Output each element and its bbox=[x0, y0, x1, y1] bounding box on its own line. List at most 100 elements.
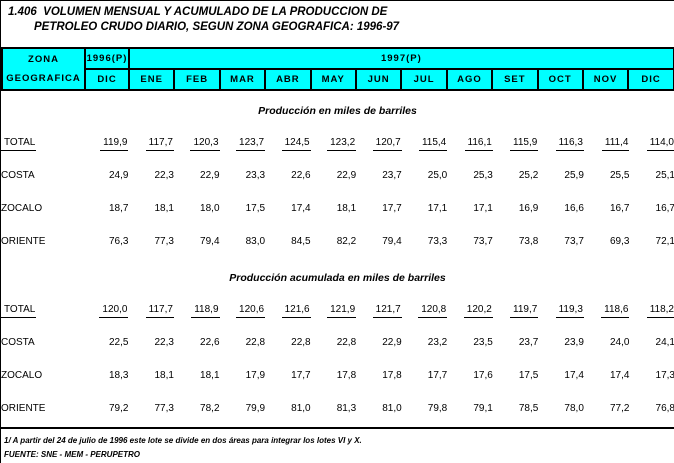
value: 22,9 bbox=[336, 170, 357, 181]
value: 81,0 bbox=[382, 403, 402, 414]
source-note: FUENTE: SNE - MEM - PERUPETRO bbox=[4, 450, 141, 459]
row-label: ORIENTE bbox=[1, 236, 46, 247]
value-cell: 81,0 bbox=[356, 392, 402, 425]
table-row: COSTA 24,9 22,3 22,9 23,3 22,6 22,9 23,7 25,0 25,… bbox=[1, 159, 674, 192]
value-cell: 84,5 bbox=[265, 225, 310, 258]
value: 115,4 bbox=[418, 137, 448, 151]
value-cell: 18,1 bbox=[174, 359, 220, 392]
value: 121,7 bbox=[372, 304, 402, 318]
value-cell: 79,8 bbox=[402, 392, 448, 425]
month-header-dic: DIC bbox=[627, 68, 674, 91]
value: 77,2 bbox=[609, 403, 630, 414]
value-cell: 22,8 bbox=[265, 326, 310, 359]
value-cell: 17,5 bbox=[493, 359, 539, 392]
row-label: TOTAL bbox=[1, 137, 37, 151]
value-cell: 119,7 bbox=[493, 293, 539, 326]
value-cell: 16,6 bbox=[538, 192, 584, 225]
value: 119,3 bbox=[555, 304, 584, 318]
value: 18,0 bbox=[200, 203, 220, 214]
value-cell: 22,6 bbox=[174, 326, 219, 359]
value: 117,7 bbox=[145, 304, 174, 318]
value-cell: 22,3 bbox=[128, 326, 174, 359]
value: 114,0 bbox=[646, 137, 674, 151]
value-cell: 25,1 bbox=[629, 159, 674, 192]
value: 22,9 bbox=[382, 337, 402, 348]
value-cell: 73,7 bbox=[447, 225, 492, 258]
value: 17,7 bbox=[382, 203, 402, 214]
value: 17,7 bbox=[291, 370, 311, 381]
value-cell: 22,3 bbox=[128, 159, 174, 192]
value: 69,3 bbox=[609, 236, 630, 247]
value: 77,3 bbox=[154, 403, 174, 414]
value-cell: 16,7 bbox=[629, 192, 674, 225]
value-cell: 78,2 bbox=[174, 392, 219, 425]
value-cell: 118,2 bbox=[629, 293, 674, 326]
value-cell: 24,9 bbox=[84, 159, 128, 192]
value: 17,5 bbox=[518, 370, 539, 381]
value-cell: 120,2 bbox=[447, 293, 493, 326]
value: 76,3 bbox=[108, 236, 129, 247]
value: 79,4 bbox=[382, 236, 402, 247]
value: 116,1 bbox=[464, 137, 493, 151]
value-cell: 17,1 bbox=[402, 192, 447, 225]
value: 18,1 bbox=[336, 203, 357, 214]
value: 120,3 bbox=[190, 137, 220, 151]
row-label-cell: COSTA bbox=[1, 326, 84, 359]
value: 18,1 bbox=[200, 370, 220, 381]
value: 18,1 bbox=[154, 370, 174, 381]
month-header-ene: ENE bbox=[127, 68, 176, 91]
value-cell: 25,0 bbox=[402, 159, 447, 192]
row-label-cell: TOTAL bbox=[1, 126, 84, 159]
value-cell: 78,5 bbox=[493, 392, 538, 425]
value: 23,9 bbox=[564, 337, 584, 348]
value: 79,8 bbox=[427, 403, 448, 414]
value: 120,6 bbox=[236, 304, 266, 318]
value-cell: 18,1 bbox=[311, 192, 357, 225]
zone-header-line1: ZONA bbox=[28, 54, 59, 65]
value-cell: 111,4 bbox=[584, 126, 630, 159]
value-cell: 120,0 bbox=[84, 293, 129, 326]
value-cell: 17,8 bbox=[356, 359, 402, 392]
value-cell: 23,2 bbox=[402, 326, 447, 359]
value: 17,6 bbox=[473, 370, 493, 381]
title-line-2: PETROLEO CRUDO DIARIO, SEGUN ZONA GEOGRA… bbox=[34, 21, 400, 33]
value-cell: 79,4 bbox=[174, 225, 219, 258]
value: 25,9 bbox=[564, 170, 584, 181]
month-header-jun: JUN bbox=[354, 68, 403, 91]
value-cell: 17,7 bbox=[265, 359, 311, 392]
value-cell: 115,4 bbox=[402, 126, 448, 159]
value: 82,2 bbox=[336, 236, 357, 247]
value-cell: 17,4 bbox=[538, 359, 584, 392]
value: 17,8 bbox=[382, 370, 402, 381]
value: 17,7 bbox=[427, 370, 448, 381]
value: 79,2 bbox=[108, 403, 129, 414]
value: 18,1 bbox=[154, 203, 174, 214]
month-header-set: SET bbox=[491, 68, 539, 91]
value: 124,5 bbox=[281, 137, 311, 151]
value: 81,0 bbox=[291, 403, 311, 414]
value-cell: 79,9 bbox=[220, 392, 265, 425]
value: 73,8 bbox=[518, 236, 539, 247]
data-table: TOTAL 120,0 117,7 118,9 120,6 121,6 121,9 121,7… bbox=[1, 293, 674, 425]
value: 77,3 bbox=[154, 236, 174, 247]
value-cell: 81,3 bbox=[311, 392, 356, 425]
value: 17,4 bbox=[564, 370, 584, 381]
value: 120,7 bbox=[372, 137, 402, 151]
value: 25,3 bbox=[473, 170, 493, 181]
month-header-may: MAY bbox=[309, 68, 357, 91]
row-label: COSTA bbox=[1, 170, 35, 181]
value: 22,3 bbox=[154, 170, 174, 181]
month-header-feb: FEB bbox=[173, 68, 221, 91]
value-cell: 119,3 bbox=[538, 293, 584, 326]
zone-header-cell: ZONA GEOGRAFICA bbox=[1, 47, 86, 91]
value: 123,7 bbox=[236, 137, 266, 151]
value-cell: 79,4 bbox=[356, 225, 402, 258]
data-sections: Producción en miles de barriles TOTAL 119… bbox=[1, 105, 674, 425]
value-cell: 123,7 bbox=[220, 126, 266, 159]
value: 23,5 bbox=[473, 337, 493, 348]
value-cell: 83,0 bbox=[220, 225, 266, 258]
value: 83,0 bbox=[245, 236, 266, 247]
value: 118,2 bbox=[646, 304, 674, 318]
value: 16,6 bbox=[564, 203, 584, 214]
value-cell: 81,0 bbox=[265, 392, 311, 425]
